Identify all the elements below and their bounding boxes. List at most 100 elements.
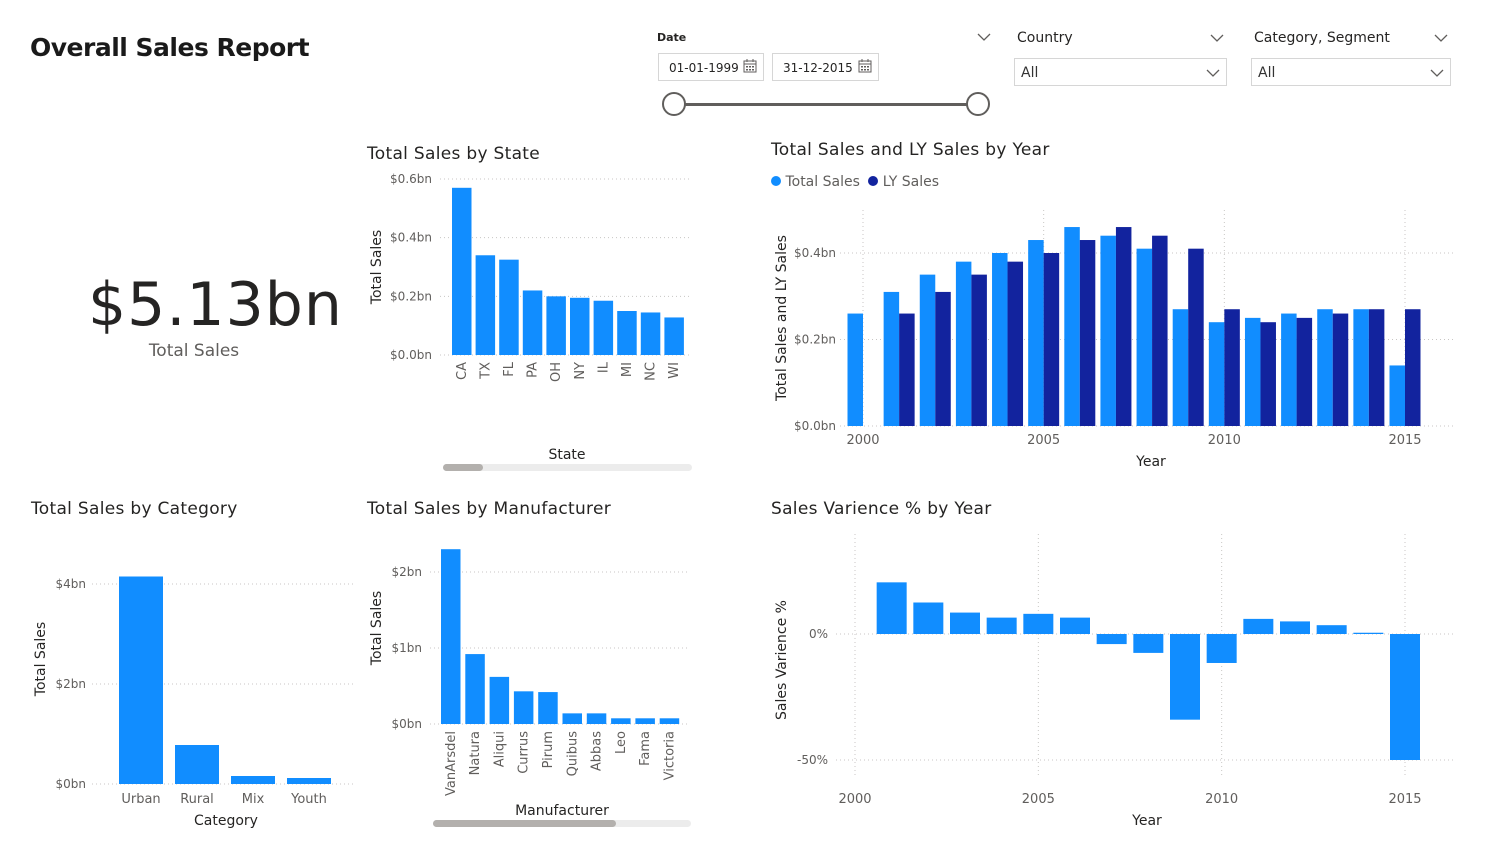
bar-ly-sales — [1260, 322, 1276, 426]
x-tick-label: Urban — [121, 792, 160, 807]
chart-title-category: Total Sales by Category — [31, 499, 238, 519]
bar — [659, 718, 680, 724]
country-dropdown[interactable]: All — [1014, 58, 1227, 86]
bar — [513, 691, 534, 724]
bar-total-sales — [1064, 227, 1080, 426]
bar — [119, 576, 163, 784]
bar — [611, 718, 631, 724]
bar-ly-sales — [1332, 313, 1349, 426]
bar-ly-sales — [1296, 317, 1313, 426]
country-slicer-label: Country — [1017, 30, 1073, 46]
chevron-down-icon[interactable] — [1434, 34, 1448, 42]
x-tick-label: Natura — [468, 731, 483, 775]
chevron-down-icon[interactable] — [1430, 69, 1444, 77]
bar-total-sales — [1389, 365, 1405, 426]
y-tick-label: $0.0bn — [794, 419, 836, 433]
x-tick-label: PA — [526, 362, 541, 378]
bar — [593, 300, 614, 355]
x-tick-label: 2015 — [1388, 433, 1421, 448]
scrollbar-thumb[interactable] — [443, 464, 483, 471]
date-range-slider-track[interactable] — [675, 103, 980, 106]
bar-ly-sales — [1188, 248, 1204, 426]
y-tick-label: $2bn — [392, 565, 423, 579]
x-tick-label: Leo — [614, 731, 629, 754]
x-axis-title: Year — [1131, 813, 1162, 829]
bar-total-sales — [992, 253, 1008, 426]
calendar-icon[interactable] — [858, 59, 872, 73]
x-tick-label: 2010 — [1205, 792, 1238, 807]
y-axis-title: Total Sales — [369, 230, 385, 305]
chevron-down-icon[interactable] — [1210, 34, 1224, 42]
x-tick-label: IL — [596, 361, 611, 373]
date-range-start-handle[interactable] — [662, 92, 686, 116]
bar — [570, 297, 590, 355]
category-segment-dropdown[interactable]: All — [1251, 58, 1451, 86]
x-tick-label: NC — [644, 362, 659, 381]
y-tick-label: $0.6bn — [390, 172, 432, 186]
bar-total-sales — [883, 291, 900, 426]
bar-total-sales — [1028, 240, 1044, 426]
date-end-field[interactable]: 31-12-2015 — [772, 53, 879, 81]
bar — [489, 676, 510, 724]
x-tick-label: Fama — [638, 731, 653, 766]
bar-total-sales — [1100, 235, 1116, 426]
chart-title-state: Total Sales by State — [367, 144, 541, 164]
date-slicer-chevron-icon[interactable] — [977, 33, 991, 41]
y-axis-title: Total Sales — [369, 591, 385, 666]
calendar-icon[interactable] — [743, 59, 757, 73]
chart-title-year: Total Sales and LY Sales by Year — [771, 140, 1050, 160]
x-tick-label: 2015 — [1388, 792, 1421, 807]
date-start-field[interactable]: 01-01-1999 — [658, 53, 764, 81]
bar-total-sales — [847, 313, 863, 426]
chart-title-manufacturer: Total Sales by Manufacturer — [367, 499, 611, 519]
y-tick-label: $0.2bn — [794, 333, 836, 347]
date-range-end-handle[interactable] — [966, 92, 990, 116]
y-tick-label: $0.4bn — [794, 246, 836, 260]
date-end-value: 31-12-2015 — [783, 61, 853, 75]
state-chart-scrollbar[interactable] — [443, 464, 692, 471]
x-tick-label: TX — [478, 362, 493, 380]
x-tick-label: Abbas — [590, 731, 605, 771]
bar-total-sales — [955, 261, 972, 426]
bar — [1060, 617, 1090, 634]
legend-marker-total-sales — [771, 176, 781, 186]
bar-ly-sales — [1224, 309, 1240, 426]
bar — [664, 317, 684, 355]
legend-label-ly-sales[interactable]: LY Sales — [882, 174, 939, 190]
legend-label-total-sales[interactable]: Total Sales — [785, 174, 860, 190]
y-tick-label: $0bn — [56, 777, 87, 791]
x-axis-title: Manufacturer — [515, 803, 609, 819]
bar — [913, 602, 944, 634]
bar — [546, 296, 566, 355]
date-slicer-label: Date — [657, 31, 687, 44]
x-axis-title: Year — [1135, 454, 1166, 470]
manufacturer-chart-scrollbar[interactable] — [433, 820, 691, 827]
bar-total-sales — [1208, 322, 1225, 426]
y-tick-label: $0.4bn — [390, 231, 432, 245]
bar — [1023, 613, 1054, 634]
y-tick-label: $4bn — [56, 577, 87, 591]
category-segment-dropdown-value: All — [1258, 65, 1276, 81]
bar — [586, 713, 607, 724]
chevron-down-icon[interactable] — [1206, 69, 1220, 77]
bar-total-sales — [1317, 309, 1333, 426]
x-tick-label: MI — [620, 362, 635, 377]
scrollbar-thumb[interactable] — [433, 820, 616, 827]
bar-total-sales — [919, 274, 936, 426]
bar-total-sales — [1281, 313, 1297, 426]
chart-legend: Total Sales LY Sales — [771, 174, 939, 190]
bar — [465, 654, 485, 724]
chart-title-variance: Sales Varience % by Year — [771, 499, 992, 519]
x-axis-title: Category — [194, 813, 258, 829]
bar-ly-sales — [899, 313, 915, 426]
kpi-value: $5.13bn — [88, 270, 343, 340]
y-tick-label: $0bn — [392, 717, 423, 731]
x-tick-label: Mix — [242, 792, 265, 807]
x-tick-label: 2005 — [1022, 792, 1055, 807]
x-tick-label: WI — [667, 362, 682, 379]
bar-ly-sales — [1405, 309, 1421, 426]
bar-total-sales — [1353, 309, 1369, 426]
x-tick-label: Currus — [517, 731, 532, 774]
x-tick-label: 2000 — [838, 792, 871, 807]
